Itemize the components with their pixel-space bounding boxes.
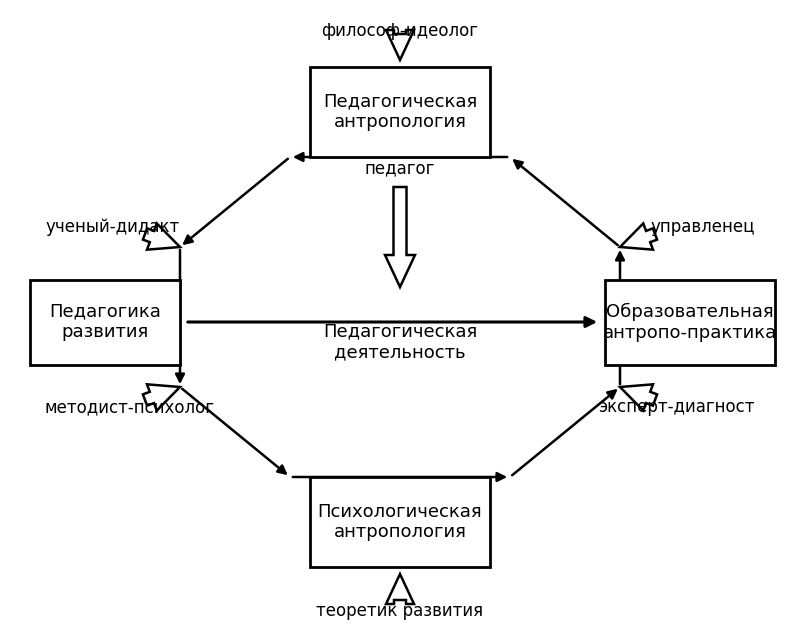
Text: управленец: управленец xyxy=(650,218,755,236)
Text: педагог: педагог xyxy=(365,159,435,177)
Polygon shape xyxy=(143,385,180,411)
Text: методист-психолог: методист-психолог xyxy=(45,398,215,416)
Text: ученый-дидакт: ученый-дидакт xyxy=(45,218,179,236)
Text: Образовательная
антропо-практика: Образовательная антропо-практика xyxy=(603,302,777,342)
Polygon shape xyxy=(143,223,180,250)
Polygon shape xyxy=(620,385,657,411)
Polygon shape xyxy=(385,187,415,287)
Text: Педагогическая
антропология: Педагогическая антропология xyxy=(323,92,477,132)
Text: философ-идеолог: философ-идеолог xyxy=(322,22,478,40)
Polygon shape xyxy=(620,223,657,250)
Text: Педагогическая
деятельность: Педагогическая деятельность xyxy=(323,322,477,361)
Polygon shape xyxy=(386,30,414,60)
Polygon shape xyxy=(386,574,414,604)
Text: эксперт-диагност: эксперт-диагност xyxy=(598,398,755,416)
FancyBboxPatch shape xyxy=(30,279,180,365)
Text: теоретик развития: теоретик развития xyxy=(317,602,483,620)
Text: Психологическая
антропология: Психологическая антропология xyxy=(318,503,482,541)
FancyBboxPatch shape xyxy=(605,279,775,365)
FancyBboxPatch shape xyxy=(310,477,490,567)
FancyBboxPatch shape xyxy=(310,67,490,157)
Text: Педагогика
развития: Педагогика развития xyxy=(49,302,161,342)
